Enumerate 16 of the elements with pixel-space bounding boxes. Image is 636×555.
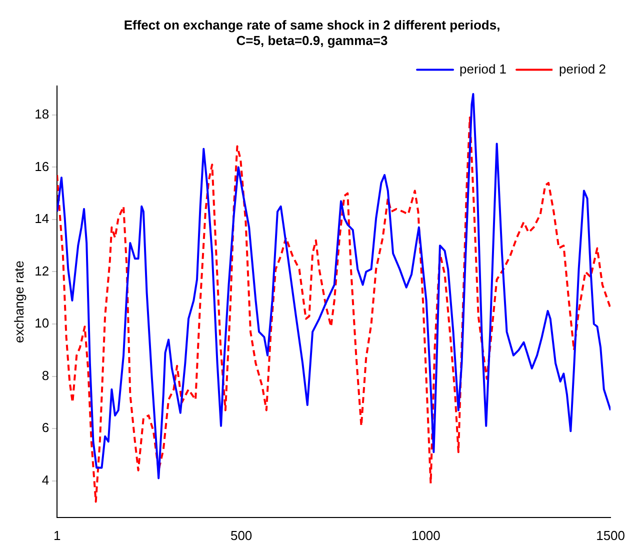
- y-tick-label: 6: [42, 420, 50, 436]
- y-tick-label: 4: [42, 472, 50, 488]
- x-tick-label: 1500: [596, 528, 625, 543]
- y-tick-label: 8: [42, 368, 50, 383]
- y-tick-label: 14: [34, 211, 50, 226]
- y-tick-label: 10: [34, 316, 50, 331]
- y-tick-label: 18: [34, 106, 50, 122]
- legend-label: period 1: [460, 61, 507, 76]
- y-tick-label: 12: [34, 263, 50, 278]
- x-tick-label: 1000: [411, 528, 440, 543]
- x-tick-label: 1: [53, 528, 61, 543]
- x-tick-label: 500: [230, 528, 252, 543]
- chart-title: Effect on exchange rate of same shock in 2 different periods, C=5, beta=0.9, gamma=3: [124, 17, 500, 48]
- y-tick-label: 16: [34, 158, 50, 174]
- y-axis-title: exchange rate: [11, 260, 26, 344]
- legend-label: period 2: [559, 61, 606, 76]
